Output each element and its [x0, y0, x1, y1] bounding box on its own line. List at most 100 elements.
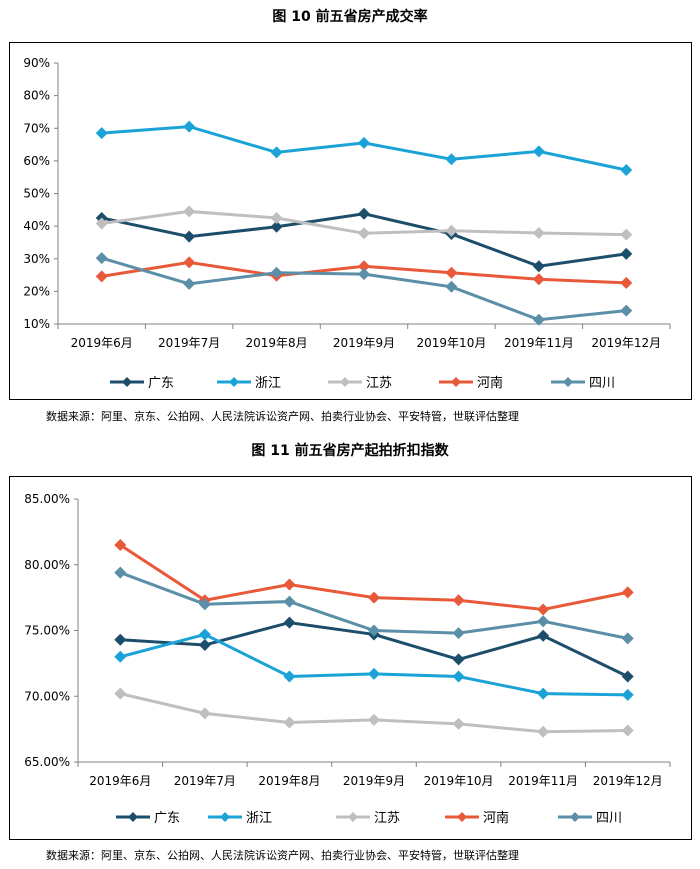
- data-point: [95, 127, 108, 140]
- data-point: [270, 220, 283, 233]
- data-point: [621, 670, 634, 683]
- y-tick-label: 80%: [23, 89, 50, 103]
- legend: 广东 浙江 江苏 河南 四川: [110, 375, 615, 391]
- y-tick-label: 60%: [23, 154, 50, 168]
- legend: 广东 浙江 江苏 河南 四川: [116, 810, 622, 826]
- legend-swatch-marker: [457, 812, 467, 822]
- chart-2-frame: 85.00% 80.00% 75.00% 70.00% 65.00% 2019年6月 201…: [9, 476, 692, 840]
- data-point: [283, 578, 296, 591]
- y-tick-label: 10%: [23, 317, 50, 331]
- series-5: [114, 566, 634, 645]
- series-3: [114, 687, 634, 738]
- x-tick-label: 2019年9月: [333, 336, 395, 350]
- data-point: [368, 667, 380, 680]
- chart-1-frame: 90% 80% 70% 60% 50% 40% 30% 20% 10% 2019年6月 2019年7…: [9, 42, 692, 400]
- data-point: [270, 146, 283, 159]
- legend-item: 浙江: [208, 811, 272, 826]
- x-tick-label: 2019年6月: [71, 336, 133, 350]
- y-tick-label: 40%: [23, 219, 50, 233]
- data-point: [283, 616, 296, 629]
- data-point: [95, 270, 108, 283]
- legend-swatch-marker: [229, 377, 239, 387]
- legend-item: 四川: [551, 376, 615, 391]
- x-tick-label: 2019年8月: [245, 336, 307, 350]
- legend-swatch-marker: [128, 812, 138, 822]
- y-tick-label: 20%: [23, 284, 50, 298]
- data-point: [537, 603, 550, 616]
- data-point: [452, 670, 465, 683]
- legend-item: 广东: [110, 376, 174, 391]
- legend-swatch-marker: [122, 377, 132, 387]
- data-point: [114, 566, 127, 579]
- data-point: [537, 687, 550, 700]
- legend-item: 浙江: [217, 376, 281, 391]
- legend-label: 广东: [148, 376, 174, 391]
- data-point: [283, 716, 296, 729]
- data-point: [620, 228, 633, 241]
- data-point: [183, 277, 196, 290]
- legend-swatch-marker: [570, 812, 580, 822]
- data-point: [270, 211, 283, 224]
- data-point: [621, 688, 634, 701]
- y-tick-label: 70.00%: [24, 689, 70, 703]
- x-tick-label: 2019年7月: [158, 336, 220, 350]
- data-point: [445, 280, 458, 293]
- data-point: [114, 633, 127, 646]
- series-5: [95, 252, 633, 326]
- data-point: [183, 120, 196, 133]
- data-point: [621, 724, 634, 737]
- data-point: [183, 205, 196, 218]
- legend-label: 河南: [483, 810, 509, 826]
- x-tick-label: 2019年12月: [593, 774, 663, 788]
- data-point: [283, 595, 296, 608]
- data-point: [452, 653, 465, 666]
- data-point: [183, 230, 196, 243]
- data-point: [452, 717, 465, 730]
- data-point: [621, 632, 634, 645]
- data-point: [532, 313, 545, 326]
- data-point: [95, 217, 108, 230]
- y-tick-label: 75.00%: [24, 624, 70, 638]
- y-tick-label: 70%: [23, 121, 50, 135]
- x-tick-label: 2019年10月: [417, 336, 487, 350]
- chart-1-source: 数据来源：阿里、京东、公拍网、人民法院诉讼资产网、拍卖行业协会、平安特管，世联评…: [46, 410, 519, 423]
- data-point: [621, 586, 634, 599]
- data-point: [368, 713, 380, 726]
- data-point: [532, 273, 545, 286]
- data-point: [114, 539, 127, 552]
- data-point: [532, 145, 545, 158]
- data-point: [368, 591, 380, 604]
- x-tick-label: 2019年8月: [258, 774, 320, 788]
- data-point: [445, 266, 458, 279]
- chart-1-svg: 90% 80% 70% 60% 50% 40% 30% 20% 10% 2019年6月 2019年7…: [23, 56, 671, 391]
- legend-swatch-marker: [563, 377, 573, 387]
- data-point: [183, 256, 196, 269]
- legend-label: 河南: [477, 375, 503, 391]
- data-point: [283, 670, 296, 683]
- y-tick-label: 65.00%: [24, 755, 70, 769]
- legend-label: 江苏: [374, 810, 400, 826]
- x-tick-label: 2019年11月: [508, 774, 578, 788]
- chart-2-source: 数据来源：阿里、京东、公拍网、人民法院诉讼资产网、拍卖行业协会、平安特管，世联评…: [46, 849, 519, 862]
- data-point: [532, 226, 545, 239]
- y-tick-label: 85.00%: [24, 492, 70, 506]
- legend-label: 江苏: [366, 375, 392, 391]
- data-point: [198, 707, 211, 720]
- chart-2-svg: 85.00% 80.00% 75.00% 70.00% 65.00% 2019年6月 201…: [24, 492, 671, 826]
- data-point: [620, 164, 633, 177]
- legend-swatch-marker: [348, 812, 358, 822]
- y-tick-label: 30%: [23, 252, 50, 266]
- y-tick-label: 50%: [23, 187, 50, 201]
- data-point: [452, 627, 465, 640]
- x-tick-label: 2019年12月: [591, 336, 661, 350]
- legend-item: 四川: [558, 811, 622, 826]
- series-2: [95, 120, 633, 177]
- data-point: [445, 153, 458, 166]
- chart-1-title: 图 10 前五省房产成交率: [272, 9, 428, 25]
- series-2: [114, 628, 634, 701]
- data-point: [95, 252, 108, 265]
- data-point: [114, 650, 127, 663]
- data-point: [537, 615, 550, 628]
- data-point: [445, 224, 458, 237]
- legend-item: 河南: [445, 810, 509, 826]
